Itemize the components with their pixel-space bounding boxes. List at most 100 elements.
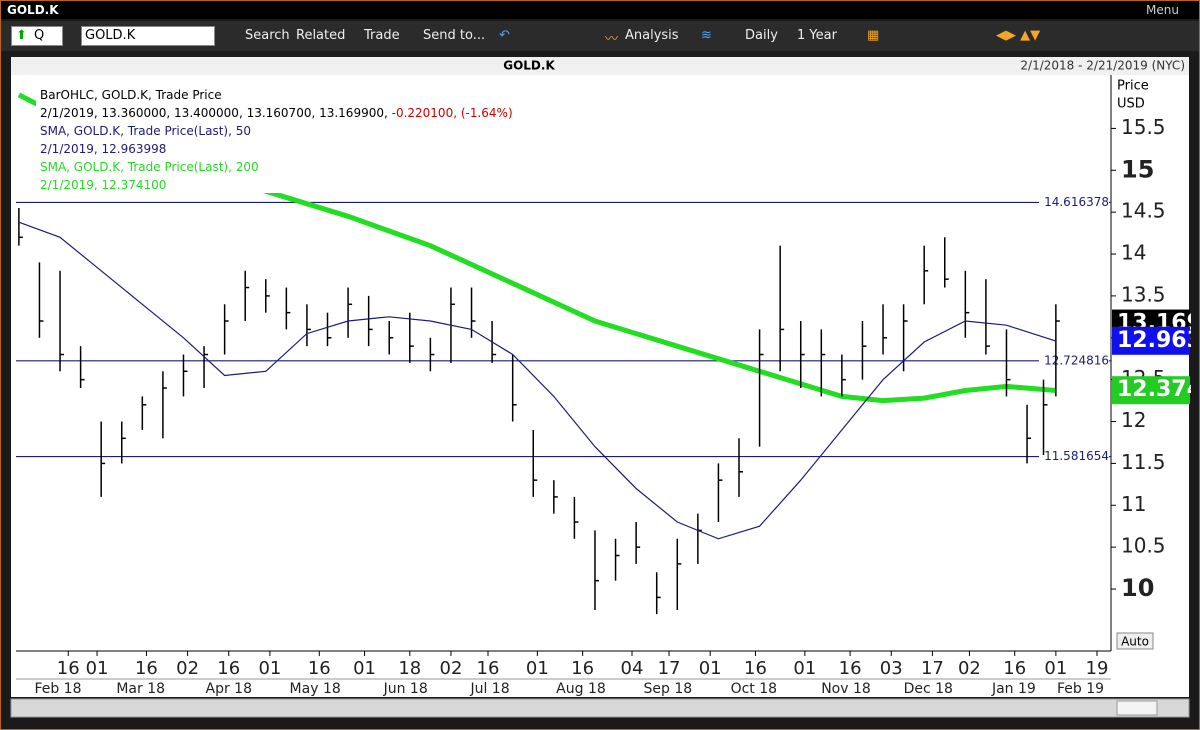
x-tick-label: 16 bbox=[571, 658, 594, 679]
y-tick-label: 14.5 bbox=[1121, 199, 1166, 223]
legend-entry: SMA, GOLD.K, Trade Price(Last), 200 bbox=[40, 160, 259, 174]
x-tick-label: 01 bbox=[793, 658, 816, 679]
y-tick-label: 14 bbox=[1121, 241, 1146, 265]
legend-entry: 2/1/2019, 12.374100 bbox=[40, 178, 166, 192]
ticker: GOLD.K bbox=[85, 28, 136, 43]
x-tick-label: 04 bbox=[621, 658, 644, 679]
month-label: Feb 18 bbox=[34, 681, 81, 697]
chart: GOLD.K 2/1/2018 - 2/21/2019 (NYC) Price USD… bbox=[10, 57, 1191, 718]
y-tick-label: 10.5 bbox=[1121, 534, 1166, 558]
x-tick-label: 17 bbox=[658, 658, 681, 679]
analysis-icon: 〰 bbox=[605, 32, 619, 47]
x-tick-label: 16 bbox=[477, 658, 500, 679]
sma-line bbox=[18, 221, 1057, 540]
chart-subtitle: 2/1/2018 - 2/21/2019 (NYC) bbox=[1020, 59, 1185, 73]
send-to-button[interactable]: Send to... bbox=[423, 28, 486, 43]
month-label: Jun 18 bbox=[383, 681, 428, 697]
level-label: 11.581654 bbox=[1044, 449, 1109, 463]
related-button[interactable]: Related bbox=[296, 28, 346, 43]
title-bar: GOLD.K Menu bbox=[1, 1, 1199, 19]
trade-button[interactable]: Trade bbox=[364, 28, 400, 43]
month-label: Oct 18 bbox=[731, 681, 777, 697]
y-axis-label: Price bbox=[1117, 79, 1149, 94]
month-label: Jul 18 bbox=[469, 681, 509, 697]
x-tick-label: 01 bbox=[86, 658, 109, 679]
header-bar bbox=[11, 57, 1189, 75]
legend-entry: 2/1/2019, 12.963998 bbox=[40, 142, 166, 156]
arrow-icon: ⬆ bbox=[16, 28, 27, 43]
last-value-label: 12.9639 bbox=[1117, 328, 1191, 353]
x-tick-label: 18 bbox=[398, 658, 421, 679]
legend-text: SMA, GOLD.K, Trade Price(Last), 200 bbox=[40, 160, 259, 174]
y-tick-label: 15 bbox=[1121, 155, 1154, 183]
legend-bg bbox=[36, 85, 556, 193]
market: Q bbox=[34, 28, 45, 43]
search-button[interactable]: Search bbox=[245, 28, 290, 43]
level-label-bg bbox=[1039, 448, 1109, 465]
legend-text: 2/1/2019, 12.963998 bbox=[40, 142, 166, 156]
legend-entry: 2/1/2019, 13.360000, 13.400000, 13.16070… bbox=[40, 106, 513, 120]
auto-button-bg bbox=[1116, 632, 1154, 650]
menu-button[interactable]: Menu bbox=[1146, 3, 1179, 17]
legend-text: SMA, GOLD.K, Trade Price(Last), 50 bbox=[40, 124, 251, 138]
y-tick-label: 12 bbox=[1121, 408, 1146, 432]
toolbar: Q ⬆ GOLD.K Search Related Trade Send to..… bbox=[1, 21, 1199, 51]
x-tick-label: 01 bbox=[1044, 658, 1067, 679]
month-label: Jan 19 bbox=[991, 681, 1036, 697]
x-tick-label: 01 bbox=[353, 658, 376, 679]
chart-title: GOLD.K bbox=[503, 59, 555, 73]
level-label-bg bbox=[1039, 194, 1109, 211]
month-label: Sep 18 bbox=[643, 681, 692, 697]
legend-entry: BarOHLC, GOLD.K, Trade Price bbox=[40, 88, 222, 102]
legend-entry: SMA, GOLD.K, Trade Price(Last), 50 bbox=[40, 124, 251, 138]
x-tick-label: 16 bbox=[135, 658, 158, 679]
chart-icon[interactable]: ▦ bbox=[867, 28, 880, 43]
month-label: Feb 19 bbox=[1057, 681, 1104, 697]
window-title: GOLD.K bbox=[7, 3, 59, 17]
month-label: Apr 18 bbox=[206, 681, 252, 697]
x-tick-label: 16 bbox=[57, 658, 80, 679]
x-tick-label: 02 bbox=[958, 658, 981, 679]
y-tick-label: 13.5 bbox=[1121, 282, 1166, 306]
undo-icon[interactable]: ↶ bbox=[499, 28, 510, 43]
y-tick-label: 11 bbox=[1121, 492, 1146, 516]
range-button[interactable]: 1 Year bbox=[797, 28, 837, 43]
x-tick-label: 01 bbox=[526, 658, 549, 679]
x-tick-label: 02 bbox=[176, 658, 199, 679]
x-tick-label: 01 bbox=[258, 658, 281, 679]
x-tick-label: 16 bbox=[744, 658, 767, 679]
x-tick-label: 01 bbox=[699, 658, 722, 679]
x-tick-label: 19 bbox=[1086, 658, 1109, 679]
x-tick-label: 16 bbox=[308, 658, 331, 679]
y-tick-label: 15.5 bbox=[1121, 115, 1166, 139]
last-value-label: 12.3741 bbox=[1117, 377, 1191, 402]
level-label: 14.616378 bbox=[1044, 195, 1109, 209]
nav-icons[interactable]: ◀▶ ▲▼ bbox=[996, 28, 1041, 43]
x-tick-label: 03 bbox=[880, 658, 903, 679]
month-label: Mar 18 bbox=[116, 681, 165, 697]
level-label: 12.724816 bbox=[1044, 353, 1109, 367]
period-button[interactable]: Daily bbox=[745, 28, 778, 43]
x-tick-label: 16 bbox=[1003, 658, 1026, 679]
analysis-button[interactable]: Analysis bbox=[625, 28, 679, 43]
x-tick-label: 02 bbox=[440, 658, 463, 679]
last-value-box bbox=[1112, 326, 1190, 355]
ticker-box[interactable]: GOLD.K bbox=[81, 26, 215, 46]
y-tick-label: 10 bbox=[1121, 574, 1154, 602]
auto-button[interactable]: Auto bbox=[1121, 635, 1149, 649]
legend-text: BarOHLC, GOLD.K, Trade Price bbox=[40, 88, 222, 102]
x-tick-label: 17 bbox=[921, 658, 944, 679]
month-label: Dec 18 bbox=[904, 681, 953, 697]
scroll-thumb bbox=[1116, 700, 1158, 716]
month-label: May 18 bbox=[290, 681, 341, 697]
studies-icon[interactable]: ≋ bbox=[701, 28, 712, 43]
market-box[interactable]: Q ⬆ bbox=[11, 26, 63, 46]
scrollbar bbox=[10, 698, 1190, 718]
legend-change: -0.220100, (-1.64%) bbox=[392, 106, 513, 120]
month-label: Nov 18 bbox=[821, 681, 871, 697]
x-tick-label: 16 bbox=[839, 658, 862, 679]
legend-text: 2/1/2019, 13.360000, 13.400000, 13.16070… bbox=[40, 106, 392, 120]
y-axis-unit: USD bbox=[1117, 97, 1145, 112]
x-tick-label: 16 bbox=[217, 658, 240, 679]
